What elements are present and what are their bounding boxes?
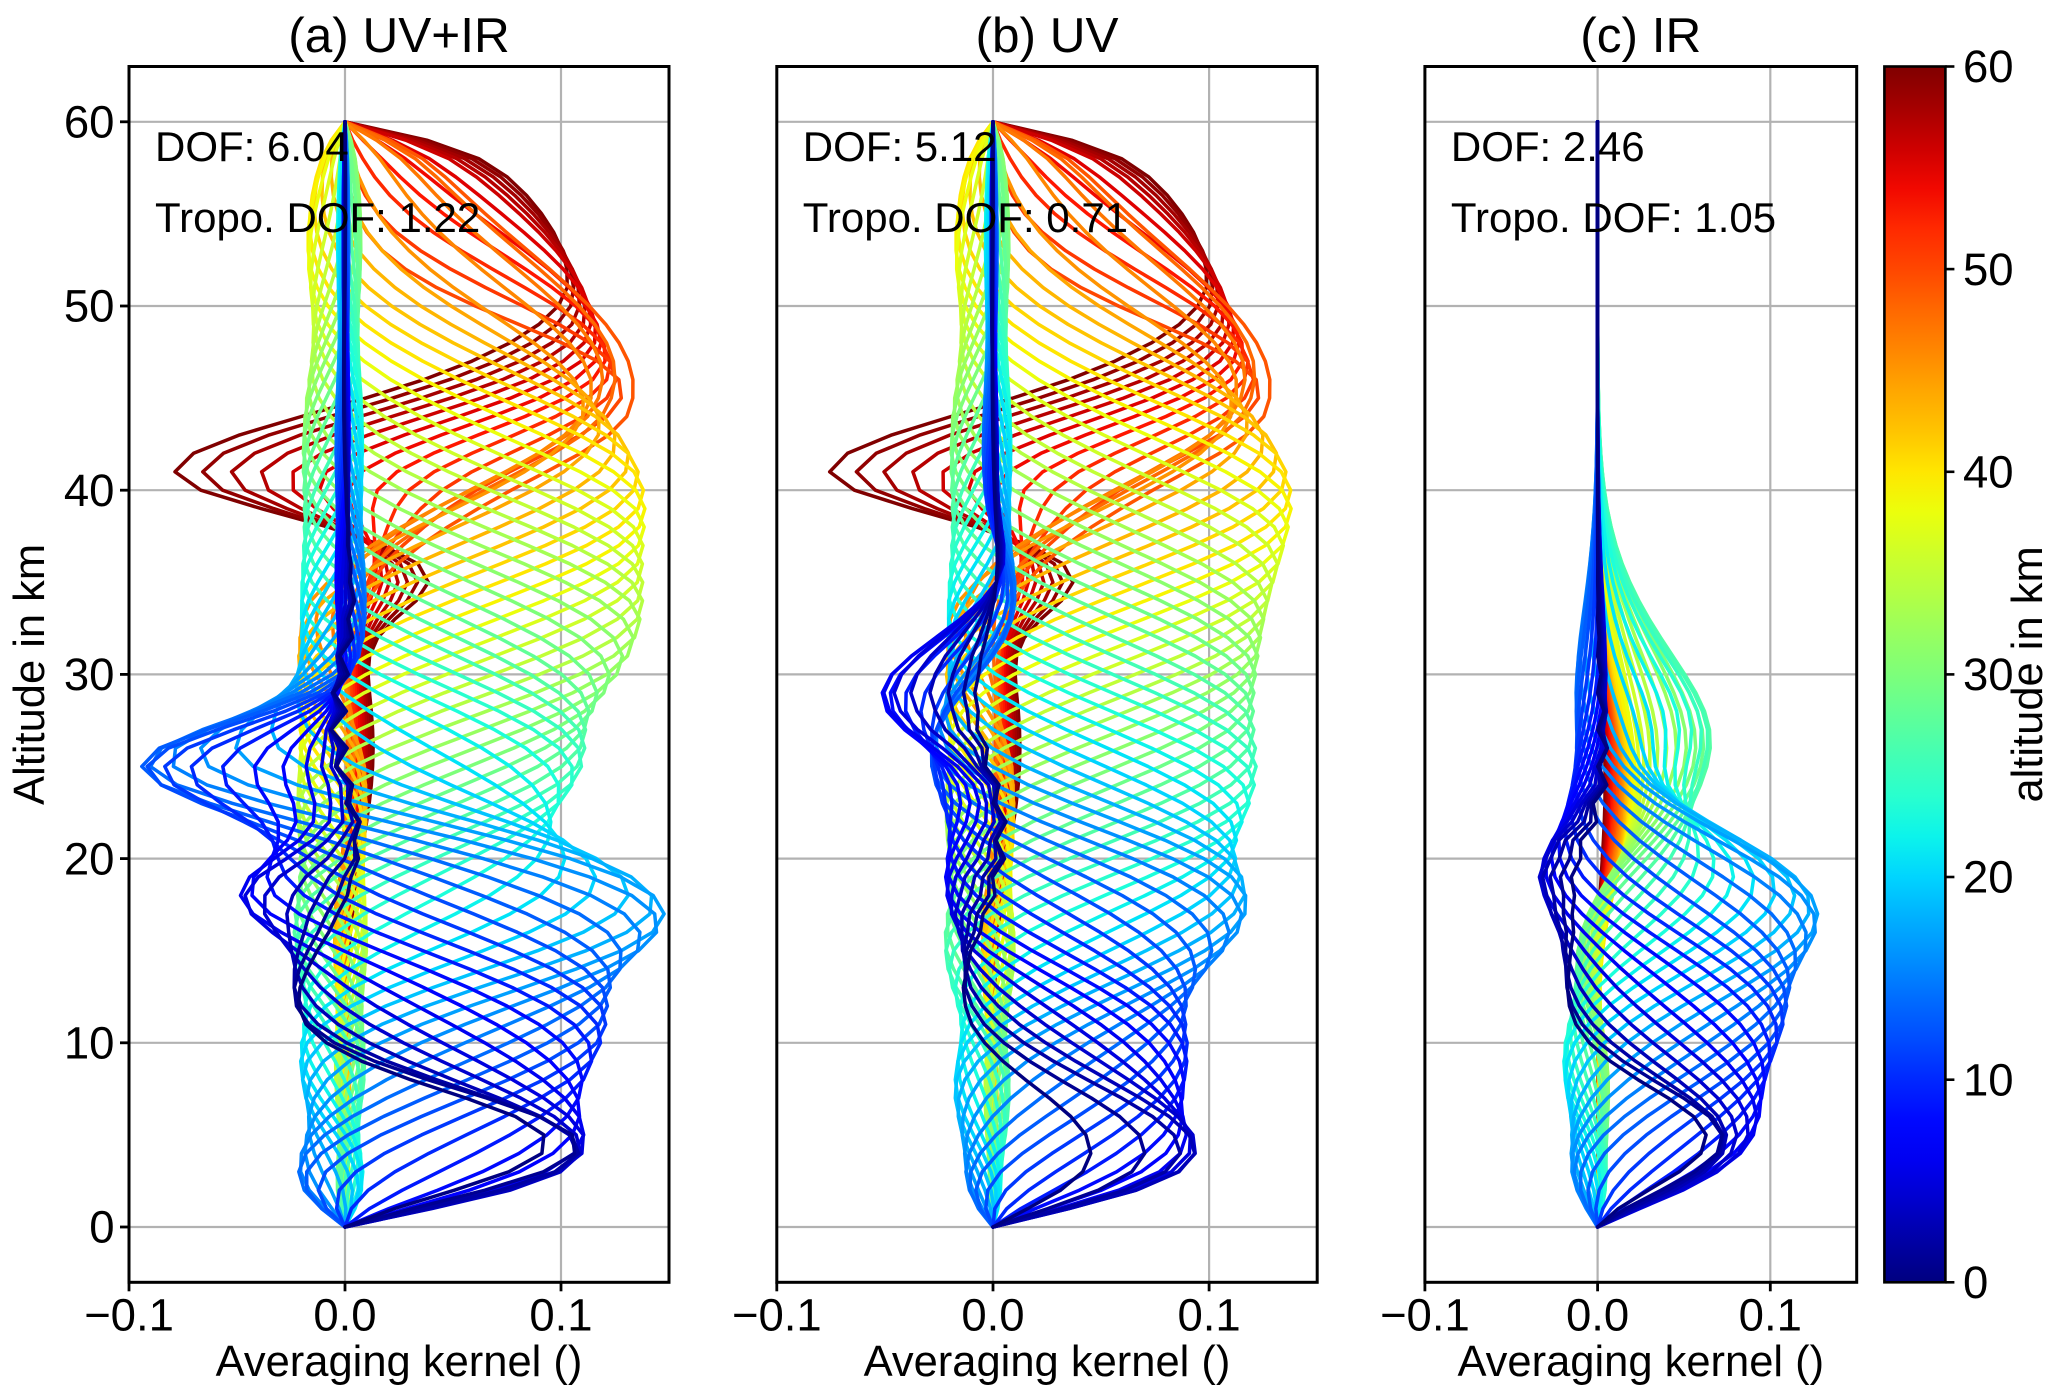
- svg-text:DOF: 2.46: DOF: 2.46: [1451, 123, 1645, 170]
- svg-text:20: 20: [64, 833, 115, 884]
- svg-text:20: 20: [1963, 852, 2014, 903]
- svg-text:0.1: 0.1: [1739, 1290, 1802, 1341]
- svg-text:DOF: 5.12: DOF: 5.12: [803, 123, 997, 170]
- svg-text:10: 10: [1963, 1054, 2014, 1105]
- svg-text:Tropo. DOF: 1.22: Tropo. DOF: 1.22: [155, 194, 480, 241]
- svg-text:30: 30: [1963, 649, 2014, 700]
- svg-text:40: 40: [1963, 447, 2014, 498]
- svg-text:Averaging kernel (): Averaging kernel (): [216, 1338, 583, 1386]
- svg-text:Averaging kernel (): Averaging kernel (): [1457, 1338, 1824, 1386]
- svg-text:−0.1: −0.1: [732, 1290, 822, 1341]
- svg-text:(c) IR: (c) IR: [1580, 8, 1701, 63]
- svg-text:0.1: 0.1: [529, 1290, 592, 1341]
- svg-text:30: 30: [64, 649, 115, 700]
- svg-text:0: 0: [1963, 1257, 1988, 1308]
- svg-text:60: 60: [64, 97, 115, 148]
- svg-text:Averaging kernel (): Averaging kernel (): [864, 1338, 1231, 1386]
- svg-text:DOF: 6.04: DOF: 6.04: [155, 123, 349, 170]
- svg-text:40: 40: [64, 465, 115, 516]
- svg-text:50: 50: [64, 281, 115, 332]
- svg-text:50: 50: [1963, 244, 2014, 295]
- svg-text:Tropo. DOF: 1.05: Tropo. DOF: 1.05: [1451, 194, 1776, 241]
- svg-text:60: 60: [1963, 41, 2014, 92]
- svg-text:10: 10: [64, 1018, 115, 1069]
- svg-text:0.0: 0.0: [313, 1290, 376, 1341]
- svg-text:(b) UV: (b) UV: [975, 8, 1118, 63]
- svg-text:altitude in km: altitude in km: [2004, 546, 2052, 802]
- svg-text:Tropo. DOF: 0.71: Tropo. DOF: 0.71: [803, 194, 1128, 241]
- svg-text:0.0: 0.0: [1566, 1290, 1629, 1341]
- svg-text:0.1: 0.1: [1177, 1290, 1240, 1341]
- svg-text:0.0: 0.0: [961, 1290, 1024, 1341]
- svg-text:0: 0: [89, 1202, 114, 1253]
- svg-text:Altitude in km: Altitude in km: [6, 544, 54, 805]
- svg-text:−0.1: −0.1: [1380, 1290, 1470, 1341]
- svg-text:(a) UV+IR: (a) UV+IR: [288, 8, 509, 63]
- svg-text:−0.1: −0.1: [84, 1290, 174, 1341]
